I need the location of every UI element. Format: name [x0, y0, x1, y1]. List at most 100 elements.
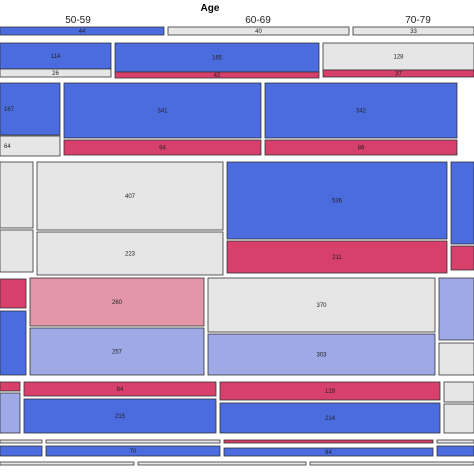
mosaic-cell-rect — [23, 381, 217, 397]
mosaic-cell-value: 260 — [112, 300, 123, 306]
mosaic-cell-value: 370 — [316, 303, 327, 309]
mosaic-cell: 26 — [0, 68, 112, 78]
mosaic-cell-value: 215 — [115, 414, 126, 420]
mosaic-cell-value: 257 — [112, 350, 123, 356]
mosaic-cell: 341 — [63, 82, 262, 139]
mosaic-cell: 84 — [223, 447, 434, 457]
mosaic-cell: 342 — [264, 82, 458, 139]
empty-tiles — [0, 161, 474, 466]
mosaic-tile — [137, 461, 307, 466]
mosaic-cell-value: 129 — [325, 389, 336, 395]
mosaic-cell: 370 — [207, 277, 436, 333]
mosaic-tile — [0, 278, 27, 309]
mosaic-cell-value: 42 — [214, 73, 221, 79]
x-axis-title: Age — [201, 3, 220, 14]
mosaic-cell-value: 214 — [325, 416, 336, 422]
x-tick-label: 60-69 — [245, 15, 271, 26]
mosaic-tile — [0, 161, 34, 229]
mosaic-cell: 165 — [114, 42, 320, 73]
mosaic-tile — [0, 381, 21, 392]
mosaic-cell-rect — [29, 277, 205, 327]
mosaic-cell-value: 44 — [79, 29, 86, 35]
mosaic-cells: 44 40 33 114 165 128 26 42 37 167 341 342 64 94 86 407 5… — [0, 26, 474, 457]
mosaic-cell: 44 — [0, 26, 165, 36]
mosaic-cell-value: 342 — [356, 109, 367, 115]
mosaic-cell-rect — [167, 26, 350, 36]
mosaic-cell-rect — [0, 82, 61, 136]
mosaic-cell-rect — [36, 231, 224, 276]
mosaic-cell: 84 — [23, 381, 217, 397]
mosaic-cell-rect — [114, 71, 320, 79]
mosaic-tile — [443, 403, 474, 434]
mosaic-cell-value: 211 — [332, 255, 342, 261]
mosaic-cell-rect — [207, 277, 436, 333]
mosaic-cell-value: 84 — [325, 450, 332, 456]
mosaic-tile — [438, 277, 474, 341]
mosaic-cell: 223 — [36, 231, 224, 276]
mosaic-cell: 94 — [63, 139, 262, 156]
mosaic-cell: 42 — [114, 71, 320, 79]
mosaic-tile — [450, 161, 474, 245]
mosaic-tile — [436, 439, 474, 444]
mosaic-cell-value: 167 — [4, 107, 15, 113]
mosaic-cell: 64 — [0, 135, 61, 157]
mosaic-cell: 215 — [23, 398, 217, 434]
mosaic-cell-value: 114 — [51, 54, 61, 60]
mosaic-cell-value: 40 — [255, 29, 262, 35]
mosaic-tile — [0, 439, 43, 444]
mosaic-cell-rect — [223, 447, 434, 457]
mosaic-tile — [450, 245, 474, 271]
mosaic-cell-value: 407 — [125, 194, 136, 200]
mosaic-cell-rect — [264, 139, 458, 156]
mosaic-cell: 303 — [207, 333, 436, 376]
mosaic-cell: 128 — [322, 42, 474, 71]
mosaic-cell: 536 — [226, 161, 448, 240]
mosaic-tile — [45, 439, 221, 444]
mosaic-cell-value: 84 — [117, 387, 124, 393]
mosaic-cell-rect — [207, 333, 436, 376]
mosaic-cell: 70 — [45, 445, 221, 457]
mosaic-cell-rect — [45, 445, 221, 457]
mosaic-cell-rect — [0, 135, 61, 157]
mosaic-tile — [0, 461, 135, 466]
mosaic-cell-value: 86 — [358, 146, 365, 152]
mosaic-cell-rect — [264, 82, 458, 139]
mosaic-cell: 86 — [264, 139, 458, 156]
mosaic-cell: 257 — [29, 327, 205, 376]
mosaic-tile — [309, 461, 474, 466]
mosaic-cell: 407 — [36, 161, 224, 231]
mosaic-cell-value: 165 — [212, 56, 223, 62]
mosaic-cell-rect — [63, 139, 262, 156]
mosaic-cell-rect — [0, 42, 112, 70]
mosaic-cell-rect — [0, 68, 112, 78]
mosaic-cell-value: 64 — [4, 144, 11, 150]
mosaic-cell-rect — [226, 240, 448, 274]
mosaic-tile — [438, 342, 474, 376]
mosaic-cell-value: 33 — [410, 29, 417, 35]
mosaic-cell-rect — [36, 161, 224, 231]
mosaic-cell: 167 — [0, 82, 61, 136]
mosaic-cell: 211 — [226, 240, 448, 274]
mosaic-cell-value: 303 — [316, 353, 327, 359]
mosaic-cell-value: 536 — [332, 199, 343, 205]
mosaic-cell-rect — [29, 327, 205, 376]
mosaic-cell-rect — [352, 26, 474, 36]
mosaic-tile — [0, 445, 43, 457]
mosaic-cell-rect — [219, 381, 441, 401]
mosaic-cell-rect — [322, 69, 474, 78]
mosaic-cell: 33 — [352, 26, 474, 36]
x-tick-label: 70-79 — [405, 15, 431, 26]
mosaic-cell: 114 — [0, 42, 112, 70]
mosaic-cell: 40 — [167, 26, 350, 36]
mosaic-cell-rect — [226, 161, 448, 240]
mosaic-cell-value: 37 — [395, 72, 402, 78]
mosaic-cell: 37 — [322, 69, 474, 78]
mosaic-tile — [0, 310, 27, 376]
x-tick-label: 50-59 — [65, 15, 91, 26]
mosaic-cell-value: 223 — [125, 252, 136, 258]
mosaic-cell-value: 26 — [52, 71, 59, 77]
mosaic-cell: 214 — [219, 402, 441, 434]
mosaic-cell-rect — [23, 398, 217, 434]
mosaic-cell-value: 94 — [159, 146, 166, 152]
